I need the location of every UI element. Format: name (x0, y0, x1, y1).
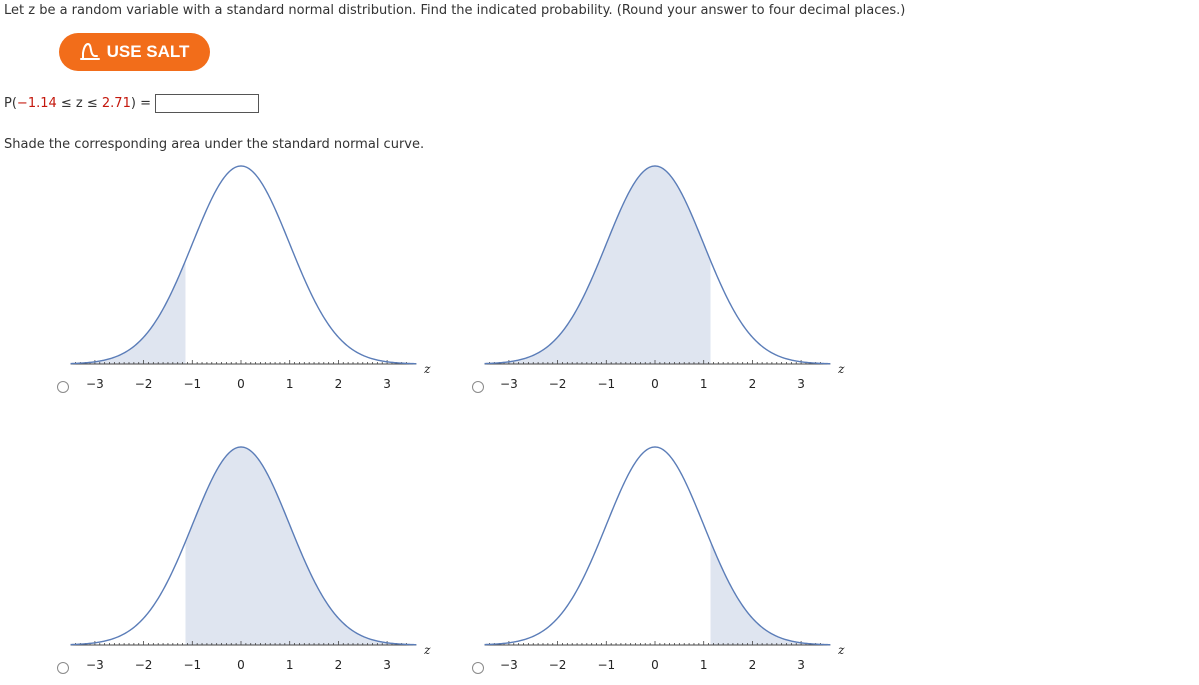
tick-label: 2 (749, 377, 757, 391)
tick-label: 0 (651, 658, 659, 672)
tick-label: −2 (135, 658, 153, 672)
z-axis-label: z (423, 643, 431, 657)
curve-panel-option-top-right: −3 −2 −1 0 1 2 3 z (484, 165, 845, 391)
tick-label: 0 (651, 377, 659, 391)
normal-curve (70, 446, 417, 646)
tick-label: −3 (500, 658, 518, 672)
tick-label: 2 (335, 377, 343, 391)
prob-upper-bound: 2.71 (101, 96, 131, 111)
tick-label: −2 (549, 658, 567, 672)
tick-label: −2 (549, 377, 567, 391)
tick-label: −1 (183, 377, 201, 391)
radio-option-bottom-left[interactable] (57, 662, 69, 674)
normal-curve (484, 165, 831, 365)
prob-prefix: P( (4, 96, 17, 111)
tick-label: 2 (335, 658, 343, 672)
shaded-area (484, 166, 711, 364)
tick-label: 1 (700, 377, 708, 391)
tick-label: 1 (286, 658, 294, 672)
normal-curve (484, 446, 831, 646)
tick-label: −1 (597, 658, 615, 672)
tick-label: −3 (500, 377, 518, 391)
tick-label: 3 (383, 658, 391, 672)
tick-label: 1 (700, 658, 708, 672)
tick-label: 2 (749, 658, 757, 672)
shaded-area (710, 541, 831, 645)
z-axis-label: z (837, 362, 845, 376)
curve-panel-option-top-left: −3 −2 −1 0 1 2 3 z (70, 165, 431, 391)
normal-curve (70, 165, 417, 365)
z-axis-label: z (837, 643, 845, 657)
radio-option-top-left[interactable] (57, 381, 69, 393)
tick-label: 0 (237, 658, 245, 672)
question-text: Let z be a random variable with a standa… (4, 3, 906, 18)
tick-label: −2 (135, 377, 153, 391)
prob-lower-bound: −1.14 (16, 96, 57, 111)
tick-label: 1 (286, 377, 294, 391)
use-salt-label: USE SALT (106, 42, 190, 61)
z-axis-label: z (423, 362, 431, 376)
probability-statement: P(−1.14 ≤ z ≤ 2.71) = (4, 94, 259, 113)
shaded-area (70, 260, 186, 364)
use-salt-button[interactable]: USE SALT (59, 33, 210, 71)
shade-instruction: Shade the corresponding area under the s… (4, 137, 425, 152)
tick-label: −3 (86, 377, 104, 391)
shaded-area (185, 447, 417, 645)
salt-icon (79, 43, 100, 60)
curve-panel-option-bottom-left: −3 −2 −1 0 1 2 3 z (70, 446, 431, 672)
prob-middle: ≤ z ≤ (56, 96, 102, 111)
radio-option-top-right[interactable] (472, 381, 484, 393)
tick-label: −3 (86, 658, 104, 672)
tick-label: −1 (597, 377, 615, 391)
curve-panel-option-bottom-right: −3 −2 −1 0 1 2 3 z (484, 446, 845, 672)
tick-label: −1 (183, 658, 201, 672)
tick-label: 3 (383, 377, 391, 391)
answer-input[interactable] (154, 94, 259, 113)
tick-label: 3 (797, 658, 805, 672)
tick-label: 3 (797, 377, 805, 391)
radio-option-bottom-right[interactable] (472, 662, 484, 674)
tick-label: 0 (237, 377, 245, 391)
prob-suffix: ) = (130, 96, 151, 111)
